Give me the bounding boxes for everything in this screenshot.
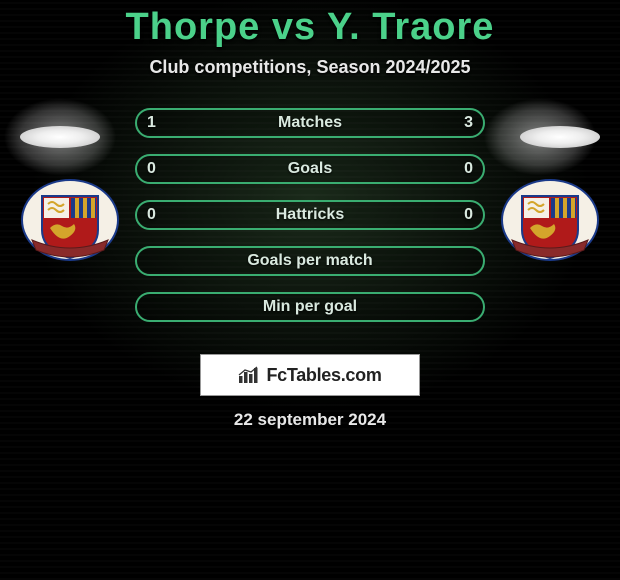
club-crest-left — [20, 178, 120, 263]
club-crest-right — [500, 178, 600, 263]
stat-left-value: 0 — [147, 160, 156, 178]
stat-left-value: 1 — [147, 114, 156, 132]
stat-right-value: 3 — [464, 114, 473, 132]
stat-label: Matches — [278, 114, 342, 132]
stats-container: 1 Matches 3 0 Goals 0 0 Hattricks 0 Goal… — [135, 108, 485, 322]
stat-row-goals: 0 Goals 0 — [135, 154, 485, 184]
branding-box: FcTables.com — [200, 354, 420, 396]
stat-row-matches: 1 Matches 3 — [135, 108, 485, 138]
stat-label: Goals — [288, 160, 332, 178]
branding-text: FcTables.com — [266, 365, 381, 386]
stat-label: Goals per match — [247, 252, 372, 270]
stat-right-value: 0 — [464, 160, 473, 178]
player-photo-right — [520, 126, 600, 148]
stat-label: Min per goal — [263, 298, 357, 316]
stat-row-mpg: Min per goal — [135, 292, 485, 322]
snapshot-date: 22 september 2024 — [0, 410, 620, 430]
player-photo-left — [20, 126, 100, 148]
stat-right-value: 0 — [464, 206, 473, 224]
stat-row-gpm: Goals per match — [135, 246, 485, 276]
stat-label: Hattricks — [276, 206, 344, 224]
season-subtitle: Club competitions, Season 2024/2025 — [0, 57, 620, 78]
stat-left-value: 0 — [147, 206, 156, 224]
comparison-title: Thorpe vs Y. Traore — [0, 0, 620, 49]
bar-chart-icon — [238, 366, 260, 384]
stat-row-hattricks: 0 Hattricks 0 — [135, 200, 485, 230]
